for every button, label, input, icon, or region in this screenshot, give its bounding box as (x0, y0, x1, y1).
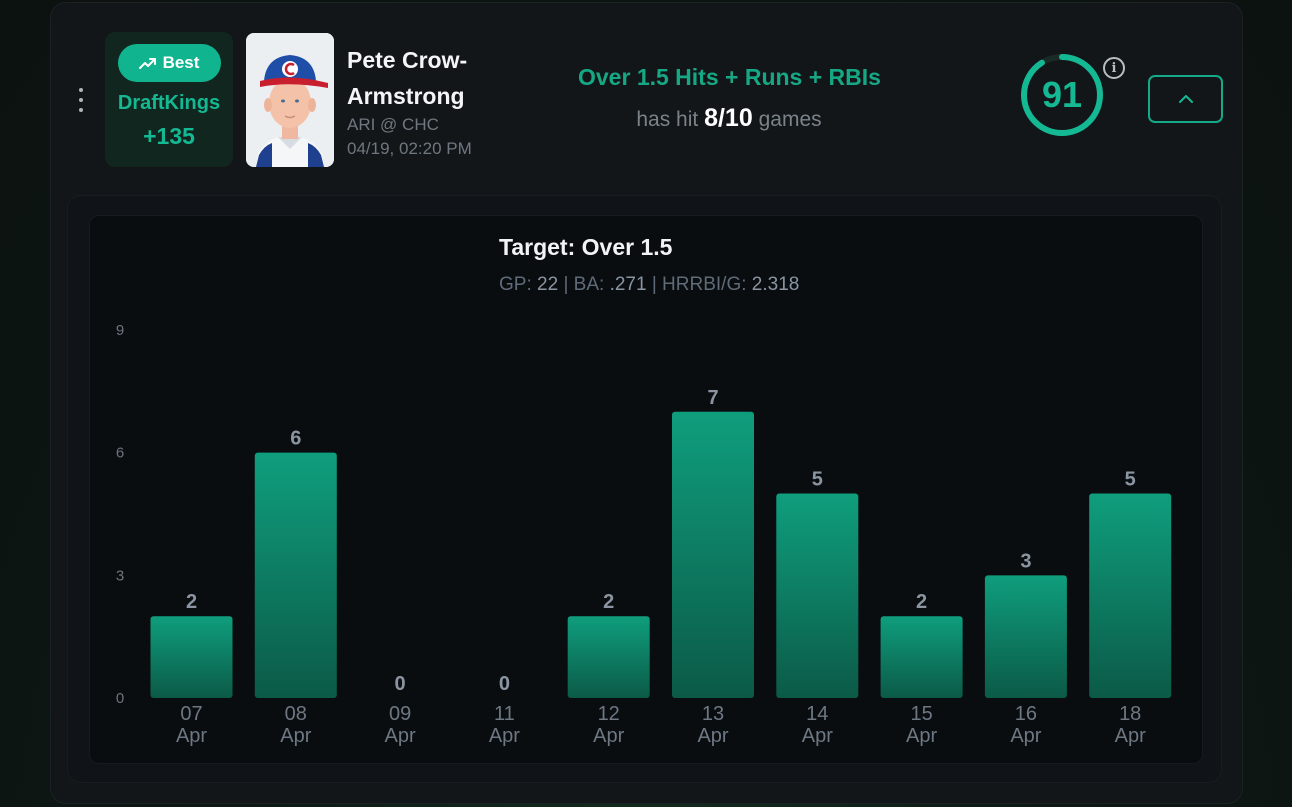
ba-label: BA: (573, 274, 605, 295)
game-datetime: 04/19, 02:20 PM (347, 139, 472, 158)
x-tick-day: 08 (285, 703, 307, 725)
x-tick-day: 12 (598, 703, 620, 725)
bar (880, 616, 963, 698)
x-tick-day: 16 (1015, 703, 1037, 725)
best-badge: Best (117, 44, 221, 82)
hit-rate-suffix: games (758, 108, 822, 131)
bar-value-label: 0 (395, 673, 406, 695)
game-matchup: ARI @ CHC (347, 115, 439, 134)
gp-label: GP: (499, 274, 532, 295)
score-ring (1021, 54, 1103, 136)
bar-value-label: 6 (290, 428, 301, 450)
x-tick-day: 15 (910, 703, 932, 725)
score-arc (1021, 54, 1103, 136)
x-tick-day: 18 (1119, 703, 1141, 725)
bar (567, 616, 650, 698)
hit-rate-value: 8/10 (704, 104, 753, 132)
bar (150, 616, 233, 698)
bar (984, 575, 1067, 698)
chevron-up-icon (1178, 95, 1193, 103)
stats-separator: | (651, 274, 657, 295)
x-tick-month: Apr (802, 725, 833, 747)
x-tick-day: 11 (494, 703, 515, 725)
bar-value-label: 2 (603, 591, 614, 613)
best-badge-label: Best (162, 53, 200, 72)
stats-separator: | (563, 274, 569, 295)
gp-value: 22 (537, 274, 559, 295)
y-tick-label: 0 (116, 690, 124, 707)
bar (776, 493, 859, 698)
x-tick-month: Apr (489, 725, 520, 747)
bar-value-label: 7 (707, 387, 718, 409)
sportsbook-box: Best DraftKings +135 (105, 32, 233, 167)
prop-title: Over 1.5 Hits + Runs + RBIs (578, 64, 881, 90)
bar (254, 452, 337, 698)
chart-title: Target: Over 1.5 (499, 234, 673, 260)
x-tick-month: Apr (176, 725, 207, 747)
hrrbi-value: 2.318 (751, 274, 800, 295)
x-tick-day: 13 (702, 703, 724, 725)
info-icon[interactable]: i (1103, 57, 1125, 79)
x-tick-day: 07 (180, 703, 202, 725)
player-name[interactable]: Pete Crow-Armstrong (347, 47, 468, 109)
x-tick-month: Apr (385, 725, 416, 747)
bar-value-label: 0 (499, 673, 510, 695)
x-tick-month: Apr (697, 725, 728, 747)
x-tick-month: Apr (280, 725, 311, 747)
x-tick-month: Apr (906, 725, 937, 747)
chart-stats: GP: 22 | BA: .271 | HRRBI/G: 2.318 (499, 274, 799, 296)
bar-value-label: 5 (812, 469, 823, 491)
x-tick-month: Apr (1010, 725, 1041, 747)
x-tick-month: Apr (1115, 725, 1146, 747)
x-tick-day: 14 (806, 703, 828, 725)
bar-value-label: 2 (916, 591, 927, 613)
y-tick-label: 6 (116, 445, 124, 462)
ba-value: .271 (609, 274, 647, 295)
sportsbook-name: DraftKings (117, 92, 221, 114)
collapse-button[interactable] (1148, 75, 1223, 123)
hit-rate-prefix: has hit (636, 108, 699, 131)
hit-rate-line: has hit 8/10 games (578, 104, 880, 133)
vertical-dots-icon[interactable] (74, 88, 88, 112)
bar (1089, 493, 1172, 698)
bar-value-label: 5 (1125, 469, 1136, 491)
y-tick-label: 3 (116, 567, 124, 584)
odds-value: +135 (143, 123, 195, 149)
hrrbi-label: HRRBI/G: (662, 274, 747, 295)
trending-up-icon (138, 58, 156, 69)
y-tick-label: 9 (116, 322, 124, 339)
bar-value-label: 3 (1020, 550, 1031, 572)
bar-value-label: 2 (186, 591, 197, 613)
player-headshot (246, 33, 334, 167)
x-tick-day: 09 (389, 703, 411, 725)
bar (672, 411, 754, 698)
x-tick-month: Apr (593, 725, 624, 747)
score-value: 91 (1041, 74, 1083, 115)
